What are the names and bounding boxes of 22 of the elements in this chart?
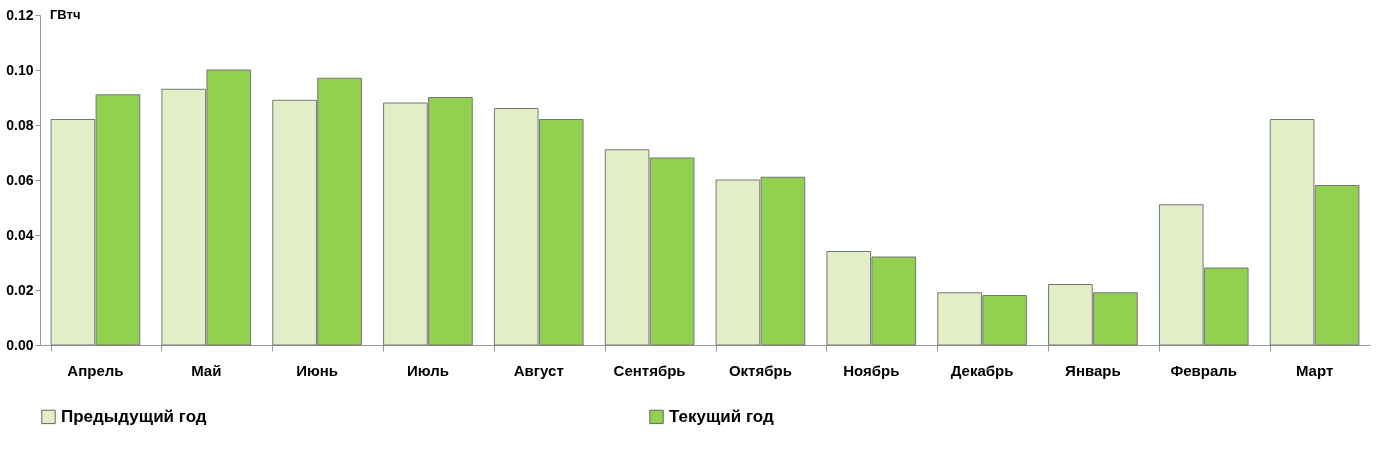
x-tick-label: Июль: [406, 361, 449, 379]
y-tick-label: 0.10: [6, 61, 34, 78]
x-tick-label: Ноябрь: [843, 361, 900, 379]
y-tick-label: 0.06: [6, 171, 34, 188]
x-tick-label: Март: [1295, 361, 1334, 379]
x-tick-label: Апрель: [67, 361, 124, 379]
y-tick-label: 0.12: [6, 6, 34, 23]
y-tick-label: 0.00: [6, 336, 34, 353]
x-tick-label: Сентябрь: [613, 361, 686, 379]
y-tick-label: 0.08: [6, 116, 34, 133]
x-tick-label: Октябрь: [728, 361, 792, 379]
x-tick-label: Август: [513, 361, 564, 379]
x-tick-label: Декабрь: [950, 361, 1014, 379]
legend-label: Предыдущий год: [61, 406, 207, 426]
y-axis-title: ГВтч: [50, 7, 81, 22]
x-tick-label: Февраль: [1170, 361, 1238, 379]
x-tick-label: Январь: [1065, 361, 1121, 379]
y-tick-label: 0.04: [6, 226, 34, 243]
x-tick-label: Июнь: [296, 361, 339, 379]
legend-label: Текущий год: [669, 406, 774, 426]
y-tick-label: 0.02: [6, 281, 34, 298]
x-tick-label: Май: [191, 361, 222, 379]
